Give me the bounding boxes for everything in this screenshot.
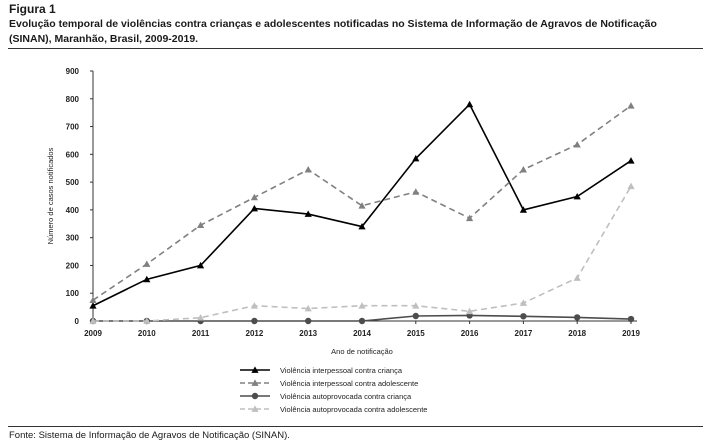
y-tick-label: 700: [66, 123, 80, 132]
y-tick-label: 0: [75, 317, 80, 326]
data-point: [627, 102, 635, 109]
data-point: [250, 193, 258, 201]
data-point: [412, 302, 420, 309]
data-point: [251, 317, 258, 325]
data-point: [250, 302, 258, 309]
y-tick-label: 300: [66, 234, 80, 243]
top-rule: [8, 48, 703, 49]
data-point: [520, 313, 527, 320]
chart-legend: Violência interpessoal contra criança Vio…: [240, 366, 427, 414]
data-point: [627, 315, 635, 323]
data-point: [305, 317, 312, 325]
line-chart: 0 100 200 300 400 500 600 700 800 900 2009 2010 2011…: [46, 67, 640, 414]
data-point: [358, 222, 366, 230]
data-point: [519, 299, 527, 306]
data-point: [466, 307, 474, 315]
data-point: [412, 312, 419, 320]
legend-marker: [251, 392, 259, 400]
series-2: [89, 102, 635, 304]
legend-label: Violência autoprovocada contra criança: [280, 392, 412, 401]
legend-item: Violência autoprovocada contra adolescen…: [240, 405, 427, 414]
data-point: [304, 304, 312, 312]
data-point: [627, 157, 635, 164]
data-point: [358, 302, 366, 309]
bottom-rule: [8, 426, 703, 427]
legend-item: Violência autoprovocada contra criança: [240, 392, 412, 401]
x-tick-label: 2019: [622, 329, 640, 338]
data-point: [197, 261, 205, 269]
data-point: [143, 317, 151, 324]
data-point: [412, 188, 420, 195]
data-point: [304, 166, 312, 173]
x-tick-label: 2011: [192, 329, 210, 338]
data-point: [627, 182, 635, 190]
chart-axes: 0 100 200 300 400 500 600 700 800 900 2009 2010 2011…: [46, 67, 640, 356]
y-tick-label: 400: [66, 206, 80, 215]
x-tick-label: 2018: [568, 329, 586, 338]
data-point: [358, 317, 366, 325]
data-point: [519, 166, 527, 173]
y-tick-label: 900: [66, 67, 80, 76]
x-tick-label: 2013: [299, 329, 317, 338]
series-4: [89, 182, 635, 324]
data-point: [358, 202, 366, 209]
series-1: [89, 100, 635, 309]
legend-label: Violência interpessoal contra adolescent…: [280, 379, 418, 388]
figure-label: Figura 1: [9, 2, 56, 16]
series-3: [89, 312, 635, 325]
data-point: [89, 296, 97, 304]
legend-item: Violência interpessoal contra adolescent…: [240, 379, 418, 388]
legend-item: Violência interpessoal contra criança: [240, 366, 403, 375]
data-point: [304, 210, 312, 217]
series-line: [92, 105, 632, 301]
data-point: [250, 204, 258, 212]
data-point: [519, 206, 527, 213]
data-point: [143, 275, 151, 283]
x-tick-label: 2015: [407, 329, 425, 338]
y-tick-label: 100: [66, 289, 80, 298]
data-point: [466, 100, 474, 108]
data-point: [573, 141, 581, 148]
x-tick-label: 2009: [84, 329, 102, 338]
y-tick-label: 600: [66, 150, 80, 159]
x-tick-label: 2014: [353, 329, 371, 338]
legend-marker: [251, 366, 259, 373]
x-tick-label: 2016: [461, 329, 479, 338]
y-axis-title: Número de casos notificados: [46, 147, 55, 244]
data-point: [573, 192, 581, 200]
x-tick-label: 2017: [515, 329, 533, 338]
data-point: [573, 274, 581, 281]
figure-caption: Evolução temporal de violências contra c…: [9, 18, 657, 45]
chart-series: [89, 100, 635, 325]
legend-label: Violência interpessoal contra criança: [280, 366, 403, 375]
legend-marker: [251, 405, 259, 412]
legend-label: Violência autoprovocada contra adolescen…: [280, 405, 427, 414]
data-point: [197, 221, 205, 229]
x-tick-label: 2010: [138, 329, 156, 338]
source-note: Fonte: Sistema de Informação de Agravos …: [9, 430, 290, 441]
data-point: [89, 317, 97, 324]
data-point: [143, 260, 151, 267]
y-tick-label: 200: [66, 261, 80, 270]
data-point: [89, 302, 97, 309]
legend-marker: [251, 379, 259, 386]
data-point: [412, 154, 420, 162]
y-tick-label: 500: [66, 178, 80, 187]
x-tick-label: 2012: [246, 329, 264, 338]
data-point: [466, 214, 474, 222]
data-point: [574, 314, 581, 321]
y-tick-label: 800: [66, 95, 80, 104]
data-point: [197, 314, 205, 321]
x-axis-title: Ano de notificação: [331, 347, 393, 356]
